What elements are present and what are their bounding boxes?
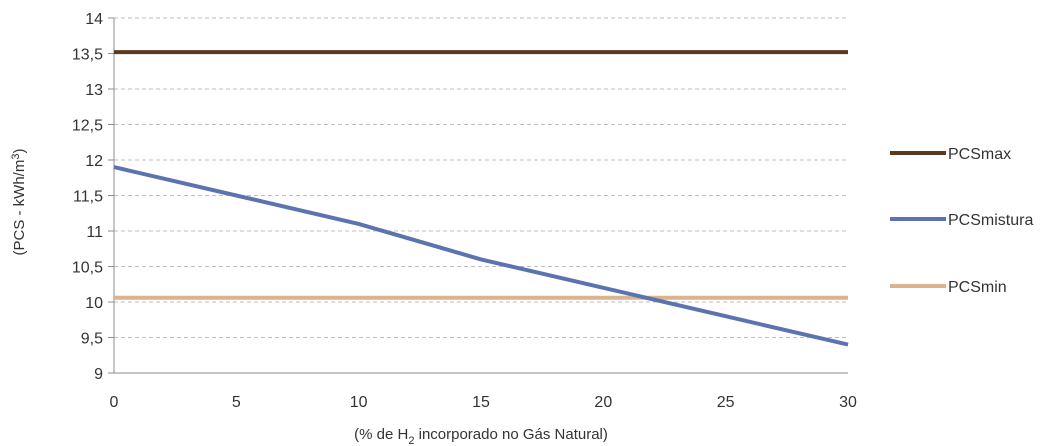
x-tick-label: 15 xyxy=(472,394,490,411)
legend-label-pcsmistura: PCSmistura xyxy=(948,212,1033,229)
y-tick-label: 13,5 xyxy=(72,47,103,64)
x-tick-label: 0 xyxy=(110,394,119,411)
y-tick-label: 11,5 xyxy=(73,189,103,206)
grid-lines xyxy=(114,17,848,338)
x-tick-label: 30 xyxy=(839,394,857,411)
y-tick-label: 11 xyxy=(86,224,103,241)
y-tick-label: 10,5 xyxy=(72,260,103,277)
x-tick-label: 25 xyxy=(717,394,735,411)
y-tick-label: 14 xyxy=(85,11,103,28)
y-tick-label: 9,5 xyxy=(81,331,103,348)
y-tick-label: 13 xyxy=(85,82,103,99)
y-tick-label: 12,5 xyxy=(72,118,103,135)
legend-label-pcsmax: PCSmax xyxy=(948,146,1011,163)
x-tick-label: 10 xyxy=(350,394,368,411)
y-tick-label: 12 xyxy=(85,153,103,170)
y-tick-label: 10 xyxy=(85,295,103,312)
x-tick-labels: 0 5 10 15 20 25 30 xyxy=(110,394,857,411)
axes xyxy=(108,17,848,374)
series-line-pcsmistura xyxy=(113,165,849,347)
x-tick-label: 5 xyxy=(232,394,241,411)
x-axis-title: (% de H2 incorporado no Gás Natural) xyxy=(354,426,608,446)
legend: PCSmax PCSmistura PCSmin xyxy=(890,146,1033,296)
series-layer xyxy=(113,50,849,347)
legend-label-pcsmin: PCSmin xyxy=(948,279,1007,296)
y-axis-title: (PCS - kWh/m3) xyxy=(10,149,28,256)
y-tick-labels: 9 9,5 10 10,5 11 11,5 12 12,5 13 13,5 14 xyxy=(72,11,103,383)
x-tick-label: 20 xyxy=(594,394,612,411)
y-tick-label: 9 xyxy=(94,366,103,383)
